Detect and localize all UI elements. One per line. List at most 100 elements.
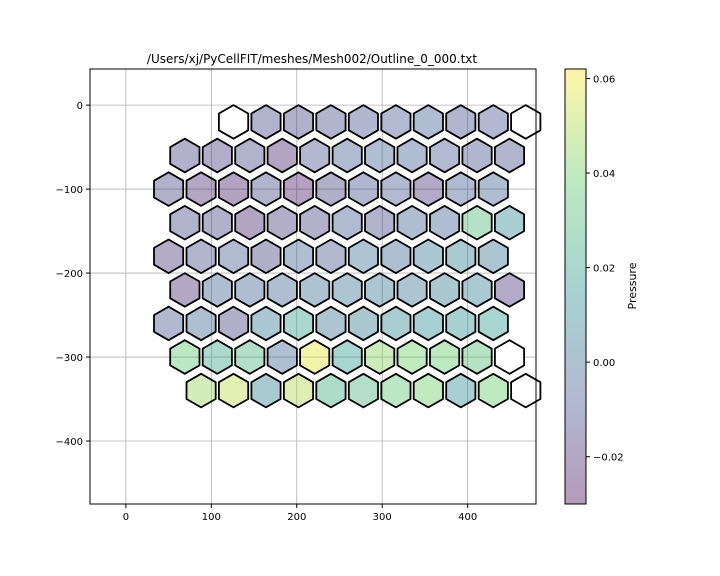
mesh-cell [315, 104, 347, 140]
cell-polygons [153, 104, 542, 409]
mesh-cell [477, 238, 509, 275]
mesh-cell [364, 272, 396, 308]
mesh-cell [185, 238, 217, 275]
mesh-cell [185, 372, 217, 409]
x-axis-ticks: 0 100 200 300 400 [123, 504, 477, 523]
colorbar-tick-label: 0.04 [593, 169, 615, 180]
mesh-cell [461, 137, 493, 174]
mesh-cell [169, 137, 201, 174]
mesh-cell [169, 272, 201, 308]
mesh-cell [429, 339, 461, 375]
mesh-cell [364, 137, 396, 174]
mesh-cell [380, 372, 412, 409]
mesh-cell [201, 339, 233, 375]
mesh-cell [315, 305, 347, 342]
x-tick-label: 400 [458, 512, 477, 523]
mesh-cell [266, 272, 298, 308]
mesh-cell [396, 137, 428, 174]
y-tick-label: −200 [56, 269, 83, 280]
mesh-cell [493, 204, 525, 241]
mesh-cell [217, 171, 250, 207]
mesh-cell [493, 137, 525, 174]
colorbar-tick-label: −0.02 [593, 453, 624, 464]
mesh-cell [234, 339, 266, 375]
mesh-cell [299, 137, 331, 174]
mesh-cell [347, 372, 379, 409]
mesh-cell [347, 171, 379, 207]
mesh-cell [234, 204, 266, 241]
x-tick-label: 0 [123, 512, 129, 523]
colorbar-ticks: −0.02 0.00 0.02 0.04 0.06 [586, 74, 624, 464]
mesh-cell [201, 204, 233, 241]
mesh-cell [299, 272, 331, 308]
mesh-cell [201, 137, 233, 174]
mesh-cell [153, 305, 185, 342]
mesh-cell [510, 372, 542, 409]
x-tick-label: 100 [202, 512, 221, 523]
mesh-cell [412, 305, 444, 342]
y-tick-label: −400 [56, 437, 83, 448]
y-tick-label: −300 [56, 353, 83, 364]
mesh-cell [380, 305, 412, 342]
mesh-cell [493, 339, 525, 375]
mesh-cell [282, 305, 315, 342]
mesh-cell [493, 272, 525, 308]
mesh-cell [217, 305, 250, 342]
mesh-cell [153, 238, 185, 275]
mesh-cell [429, 137, 461, 174]
mesh-cell [364, 339, 396, 375]
mesh-cell [380, 238, 412, 275]
mesh-cell [266, 204, 298, 241]
mesh-cell [445, 305, 477, 342]
mesh-cell [461, 339, 493, 375]
mesh-cell [445, 104, 477, 140]
mesh-cell [331, 339, 363, 375]
mesh-cell [299, 204, 331, 241]
mesh-cell [445, 238, 477, 275]
plot-frame [89, 68, 537, 505]
colorbar-gradient [564, 68, 587, 505]
mesh-cell [396, 272, 428, 308]
colorbar: −0.02 0.00 0.02 0.04 0.06 Pressure [564, 68, 639, 505]
mesh-cell [169, 339, 201, 375]
mesh-cell [266, 137, 298, 174]
mesh-cell [412, 238, 444, 275]
mesh-cell [217, 372, 250, 409]
mesh-cell [364, 204, 396, 241]
mesh-cell [315, 238, 347, 275]
mesh-cell [282, 171, 315, 207]
mesh-cell [445, 372, 477, 409]
mesh-cell [331, 137, 363, 174]
mesh-cell [412, 372, 444, 409]
mesh-cell [234, 137, 266, 174]
mesh-cell [299, 339, 331, 375]
mesh-cell [380, 171, 412, 207]
mesh-cell [461, 272, 493, 308]
mesh-cell [510, 104, 542, 140]
mesh-cell [266, 339, 298, 375]
mesh-cell [217, 104, 250, 140]
mesh-cell [250, 238, 282, 275]
mesh-cell [282, 372, 315, 409]
colorbar-tick-label: 0.00 [593, 358, 615, 369]
mesh-cell [429, 204, 461, 241]
y-tick-label: 0 [77, 101, 83, 112]
mesh-cell [282, 104, 315, 140]
mesh-cell [185, 305, 217, 342]
mesh-cell [315, 372, 347, 409]
mesh-cell [396, 339, 428, 375]
mesh-cell [331, 204, 363, 241]
mesh-cell [201, 272, 233, 308]
x-tick-label: 300 [373, 512, 392, 523]
mesh-cell [412, 104, 444, 140]
mesh-cell [380, 104, 412, 140]
mesh-cell [412, 171, 444, 207]
mesh-cell [153, 171, 185, 207]
mesh-cell [477, 372, 509, 409]
mesh-cell [396, 204, 428, 241]
mesh-cell [250, 305, 282, 342]
mesh-cell [331, 272, 363, 308]
mesh-cell [217, 238, 250, 275]
mesh-cell [477, 305, 509, 342]
